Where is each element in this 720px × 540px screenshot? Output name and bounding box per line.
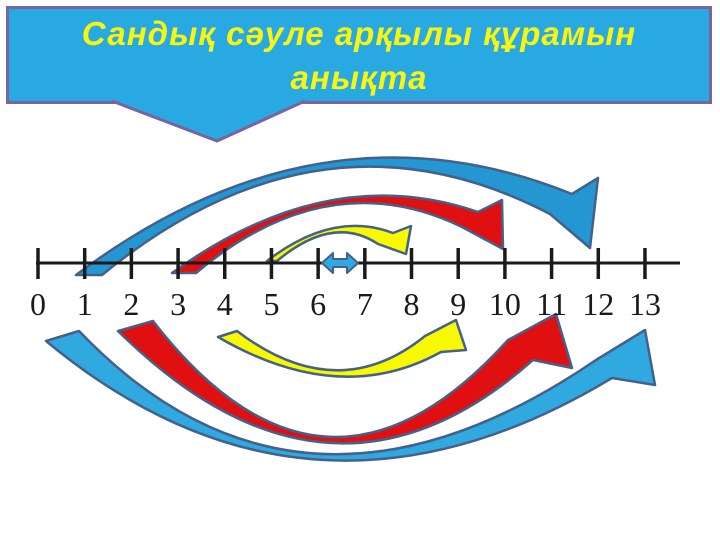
- number-label-12: 12: [582, 286, 614, 322]
- number-label-2: 2: [123, 286, 139, 322]
- curved-arrow-4-to-9-icon: [216, 318, 468, 378]
- number-line-ticks-and-labels: 0 1 2 3 4 5 6 7 8 9 10 11 12 13: [30, 248, 661, 322]
- number-label-11: 11: [536, 286, 567, 322]
- number-label-13: 13: [629, 286, 661, 322]
- number-label-9: 9: [450, 286, 466, 322]
- slide-title-line-1: Сандық сәуле арқылы құрамын: [81, 15, 637, 52]
- number-label-5: 5: [263, 286, 279, 322]
- number-label-3: 3: [170, 286, 186, 322]
- number-label-6: 6: [310, 286, 326, 322]
- curved-arrow-2-to-11-icon: [116, 312, 574, 445]
- number-label-7: 7: [357, 286, 373, 322]
- curved-arrow-5-to-8-icon: [265, 224, 413, 263]
- title-callout: Сандық сәуле арқылы құрамын анықта: [6, 6, 712, 104]
- number-label-0: 0: [30, 286, 46, 322]
- number-label-4: 4: [217, 286, 233, 322]
- number-label-8: 8: [404, 286, 420, 322]
- number-label-1: 1: [77, 286, 93, 322]
- slide-title-line-2: анықта: [290, 59, 428, 96]
- curved-arrow-3-to-10-icon: [170, 194, 505, 275]
- curved-arrow-1-to-12-icon: [74, 156, 600, 277]
- double-arrow-6-to-7-icon: [321, 252, 359, 274]
- number-label-10: 10: [489, 286, 521, 322]
- curved-arrow-0-to-13-icon: [44, 328, 657, 462]
- callout-tail-pointer: [111, 99, 306, 143]
